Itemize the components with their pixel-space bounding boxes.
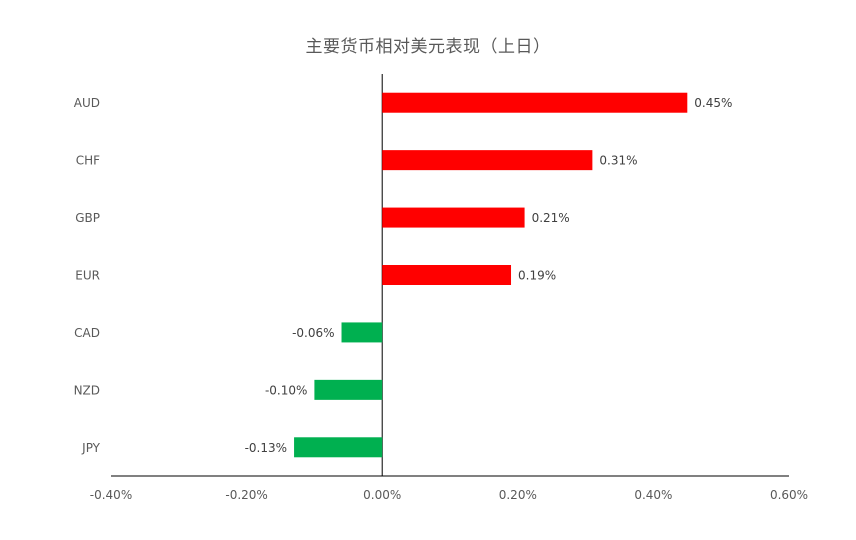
bar-jpy xyxy=(294,437,383,458)
value-label-eur: 0.19% xyxy=(518,269,556,283)
category-label-gbp: GBP xyxy=(75,211,100,225)
category-label-cad: CAD xyxy=(74,326,100,340)
bar-gbp xyxy=(382,207,525,228)
x-tick-label: 0.40% xyxy=(634,488,672,502)
bar-cad xyxy=(341,322,383,343)
category-label-eur: EUR xyxy=(75,269,100,283)
x-tick-label: 0.20% xyxy=(499,488,537,502)
bar-nzd xyxy=(314,379,383,400)
value-label-gbp: 0.21% xyxy=(532,211,570,225)
value-labels-group: 0.45% 0.31% 0.21% 0.19% -0.06% -0.10% -0.13% xyxy=(245,96,733,455)
value-label-chf: 0.31% xyxy=(599,154,637,168)
bars-group xyxy=(294,92,688,458)
bar-chf xyxy=(382,150,593,171)
value-label-jpy: -0.13% xyxy=(245,441,287,455)
bar-aud xyxy=(382,92,688,113)
chart-title: 主要货币相对美元表现（上日） xyxy=(305,37,551,57)
x-tick-label: -0.20% xyxy=(225,488,267,502)
x-tick-label: -0.40% xyxy=(90,488,132,502)
category-label-aud: AUD xyxy=(74,96,100,110)
bar-eur xyxy=(382,265,512,285)
value-label-aud: 0.45% xyxy=(694,96,732,110)
category-label-jpy: JPY xyxy=(81,441,101,455)
x-tick-label: 0.60% xyxy=(770,488,808,502)
x-tick-labels-group: -0.40% -0.20% 0.00% 0.20% 0.40% 0.60% xyxy=(90,488,808,502)
category-label-nzd: NZD xyxy=(74,383,100,397)
x-tick-label: 0.00% xyxy=(363,488,401,502)
value-label-cad: -0.06% xyxy=(292,326,334,340)
category-label-chf: CHF xyxy=(76,154,100,168)
value-label-nzd: -0.10% xyxy=(265,383,307,397)
category-labels-group: AUD CHF GBP EUR CAD NZD JPY xyxy=(74,96,101,455)
